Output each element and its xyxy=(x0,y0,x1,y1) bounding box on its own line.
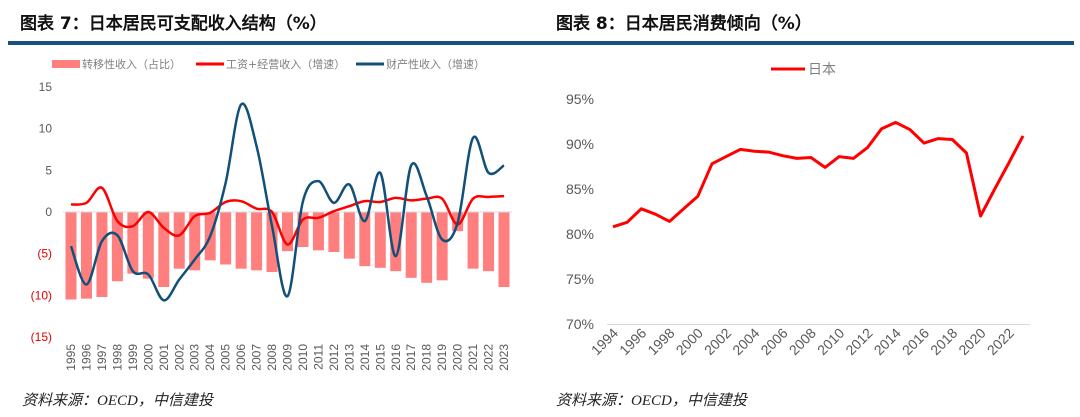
legend-label: 财产性收入（增速） xyxy=(386,57,485,71)
x-tick-label: 2007 xyxy=(250,344,264,371)
y-tick-label: 95% xyxy=(566,91,594,107)
bar-transfer-income xyxy=(189,212,201,271)
bar-transfer-income xyxy=(390,212,402,272)
bar-transfer-income xyxy=(421,212,433,283)
x-tick-label: 1996 xyxy=(616,325,649,358)
x-tick-label: 2000 xyxy=(141,344,155,371)
x-tick-label: 2012 xyxy=(327,344,341,371)
legend-swatch-bar xyxy=(52,60,80,68)
x-tick-label: 2015 xyxy=(373,344,387,371)
bar-transfer-income xyxy=(158,212,170,287)
x-tick-label: 2002 xyxy=(701,325,734,358)
bar-transfer-income xyxy=(374,212,386,268)
bar-transfer-income xyxy=(467,212,479,269)
x-tick-label: 2020 xyxy=(955,325,988,358)
x-tick-label: 2018 xyxy=(927,325,960,358)
bar-transfer-income xyxy=(498,212,510,287)
bar-transfer-income xyxy=(405,212,417,278)
x-tick-label: 2019 xyxy=(435,344,449,371)
line-japan-consumption-propensity xyxy=(612,120,1025,229)
bar-transfer-income xyxy=(220,212,232,265)
x-tick-label: 1998 xyxy=(110,344,124,371)
y-tick-label: 70% xyxy=(566,316,594,332)
legend-label: 转移性收入（占比） xyxy=(82,57,181,71)
x-tick-label: 2023 xyxy=(497,344,511,371)
x-tick-label: 2006 xyxy=(757,325,790,358)
y-tick-label: 80% xyxy=(566,226,594,242)
x-tick-label: 1995 xyxy=(64,344,78,371)
x-tick-label: 2016 xyxy=(899,325,932,358)
x-tick-label: 2002 xyxy=(172,344,186,371)
bar-transfer-income xyxy=(328,212,340,252)
bar-transfer-income xyxy=(251,212,263,271)
x-tick-label: 2001 xyxy=(157,344,171,371)
y-tick-label: (15) xyxy=(31,330,52,344)
y-tick-label: 10 xyxy=(39,122,53,136)
y-tick-label: 90% xyxy=(566,136,594,152)
legend-label: 工资+经营收入（增速） xyxy=(226,57,345,71)
line-property-income xyxy=(69,102,505,302)
bar-transfer-income xyxy=(312,212,324,251)
header-divider xyxy=(8,41,1074,45)
bar-transfer-income xyxy=(173,212,185,269)
bar-transfer-income xyxy=(65,212,77,300)
x-tick-label: 2004 xyxy=(729,325,762,358)
x-tick-label: 2021 xyxy=(466,344,480,371)
bar-transfer-income xyxy=(96,212,108,297)
x-tick-label: 2014 xyxy=(871,325,904,358)
y-tick-label: 75% xyxy=(566,271,594,287)
x-tick-label: 2010 xyxy=(296,344,310,371)
x-tick-label: 2018 xyxy=(420,344,434,371)
left-source-note: 资料来源：OECD，中信建投 xyxy=(22,393,213,409)
y-tick-label: 5 xyxy=(45,163,52,177)
bar-transfer-income xyxy=(297,212,309,247)
y-tick-label: 0 xyxy=(45,205,52,219)
x-tick-label: 2022 xyxy=(482,344,496,371)
bar-transfer-income xyxy=(483,212,495,272)
bar-transfer-income xyxy=(142,212,154,279)
bar-transfer-income xyxy=(359,212,371,267)
x-tick-label: 1998 xyxy=(644,325,677,358)
y-tick-label: (10) xyxy=(31,288,52,302)
x-tick-label: 1997 xyxy=(95,344,109,371)
line-wage-business-income xyxy=(70,186,505,246)
x-tick-label: 2012 xyxy=(842,325,875,358)
y-tick-label: 15 xyxy=(39,80,53,94)
x-tick-label: 2008 xyxy=(786,325,819,358)
bar-transfer-income xyxy=(343,212,355,259)
legend-label: 日本 xyxy=(808,62,836,78)
bar-transfer-income xyxy=(266,212,278,272)
x-tick-label: 2020 xyxy=(451,344,465,371)
x-tick-label: 2004 xyxy=(203,344,217,371)
right-source-note: 资料来源：OECD，中信建投 xyxy=(556,393,747,409)
bar-transfer-income xyxy=(235,212,247,269)
right-chart-title: 图表 8：日本居民消费倾向（%） xyxy=(556,14,812,34)
y-tick-label: 85% xyxy=(566,181,594,197)
x-tick-label: 2011 xyxy=(311,344,325,370)
x-tick-label: 2010 xyxy=(814,325,847,358)
x-tick-label: 2022 xyxy=(984,325,1017,358)
bar-transfer-income xyxy=(111,212,123,282)
x-tick-label: 1999 xyxy=(126,344,140,371)
x-tick-label: 2006 xyxy=(234,344,248,371)
bar-transfer-income xyxy=(436,212,448,281)
x-tick-label: 2016 xyxy=(389,344,403,371)
bar-transfer-income xyxy=(282,212,293,252)
x-tick-label: 2008 xyxy=(265,344,279,371)
bar-transfer-income xyxy=(127,212,139,274)
x-tick-label: 2013 xyxy=(342,344,356,371)
x-tick-label: 2009 xyxy=(281,344,295,371)
x-tick-label: 2003 xyxy=(188,344,202,371)
x-tick-label: 2017 xyxy=(404,344,418,371)
y-tick-label: (5) xyxy=(37,247,52,261)
x-tick-label: 2005 xyxy=(219,344,233,371)
bar-transfer-income xyxy=(80,212,92,299)
left-chart-title: 图表 7：日本居民可支配收入结构（%） xyxy=(20,14,327,34)
x-tick-label: 1996 xyxy=(79,344,93,371)
x-tick-label: 2014 xyxy=(358,344,372,371)
x-tick-label: 2000 xyxy=(673,325,706,358)
